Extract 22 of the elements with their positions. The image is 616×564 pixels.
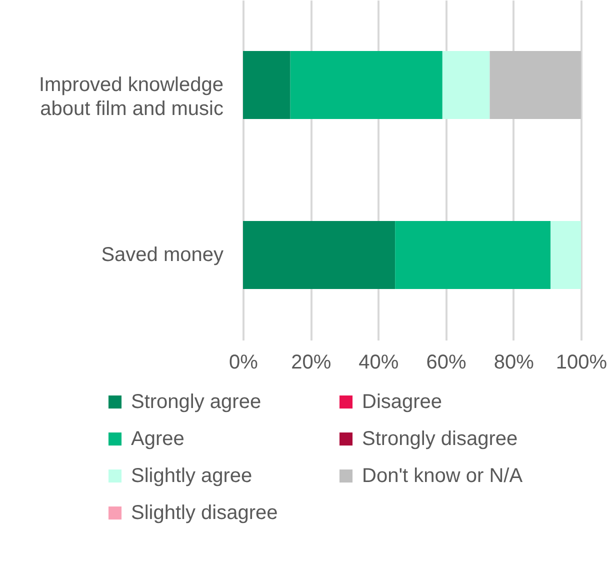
legend-label: Slightly disagree [131,502,278,524]
legend-label: Disagree [362,391,442,413]
x-tick-label: 80% [494,352,534,374]
legend-label: Don't know or N/A [362,465,524,487]
legend-label: Agree [131,428,184,450]
y-tick-label: Saved money [101,244,224,266]
y-tick-label: Improved knowledge about film and music [38,74,224,120]
x-tick-label: 40% [358,352,399,374]
x-tick-label: 100% [556,352,608,374]
bar [490,51,581,119]
bar [395,221,551,289]
bar [243,221,396,289]
legend-label: Strongly agree [131,391,262,413]
x-tick-label: 20% [291,352,332,374]
legend-label: Strongly disagree [362,428,518,450]
bar [290,51,442,119]
bar [243,51,290,119]
x-tick-label: 60% [426,352,467,374]
legend-label: Slightly agree [131,465,252,487]
bar [442,51,490,119]
x-tick-label: 0% [229,352,258,374]
bar [550,221,581,289]
